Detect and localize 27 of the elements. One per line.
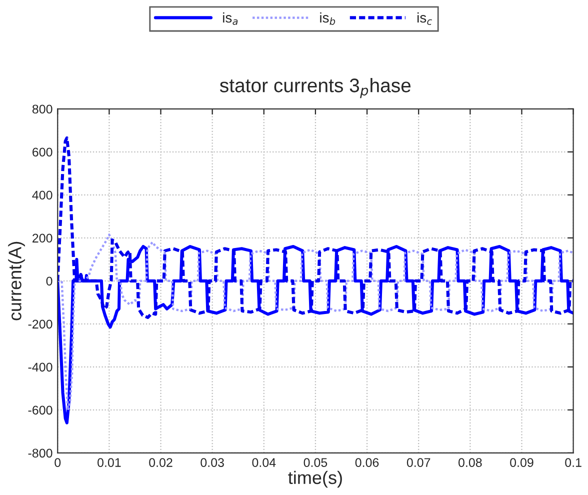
x-tick-label: 0.09 bbox=[510, 458, 534, 467]
y-axis-title: current(A) bbox=[8, 242, 25, 320]
chart-title: stator currents 3$_{p}$hase bbox=[220, 78, 411, 98]
y-tick-label: -200 bbox=[28, 320, 52, 329]
y-tick-label: 200 bbox=[32, 234, 52, 243]
y-tick-label: -600 bbox=[28, 406, 52, 415]
x-tick-label: 0.1 bbox=[565, 458, 582, 467]
y-tick-label: -800 bbox=[28, 448, 52, 458]
x-tick-label: 0 bbox=[54, 458, 61, 467]
y-tick-label: 600 bbox=[32, 148, 52, 157]
x-tick-label: 0.05 bbox=[304, 458, 328, 467]
x-tick-label: 0.08 bbox=[458, 458, 482, 467]
y-tick-label: 0 bbox=[46, 276, 52, 286]
x-tick-label: 0.06 bbox=[355, 458, 379, 467]
y-tick-label: 400 bbox=[32, 190, 52, 200]
x-tick-label: 0.04 bbox=[252, 458, 276, 467]
x-tick-label: 0.02 bbox=[149, 458, 172, 467]
legend-label: is$_{a}$ bbox=[223, 12, 238, 25]
legend-label: is$_{c}$ bbox=[418, 12, 432, 25]
x-tick-label: 0.01 bbox=[98, 458, 121, 467]
y-tick-label: -400 bbox=[28, 362, 52, 372]
line-series bbox=[58, 136, 574, 319]
x-tick-label: 0.07 bbox=[406, 458, 430, 467]
legend-label: is$_{b}$ bbox=[320, 12, 336, 25]
x-axis-title: time(s) bbox=[288, 470, 342, 488]
y-tick-label: 800 bbox=[32, 104, 52, 114]
x-tick-label: 0.03 bbox=[200, 458, 224, 467]
